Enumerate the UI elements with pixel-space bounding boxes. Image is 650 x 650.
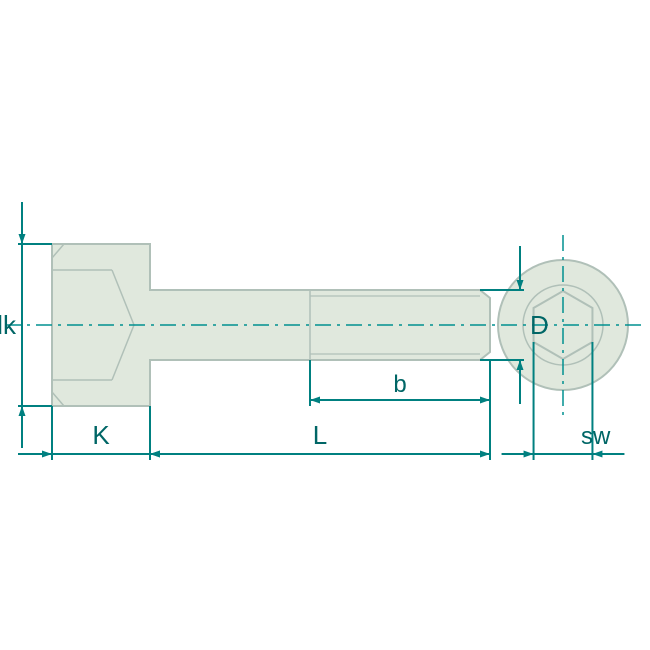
label-b: b xyxy=(393,371,406,398)
label-D: D xyxy=(530,310,549,340)
label-dk: dk xyxy=(0,310,17,340)
label-K: K xyxy=(92,420,110,450)
label-L: L xyxy=(313,420,327,450)
technical-drawing: dk D K Lb sw xyxy=(0,0,650,650)
label-sw: sw xyxy=(581,423,611,450)
